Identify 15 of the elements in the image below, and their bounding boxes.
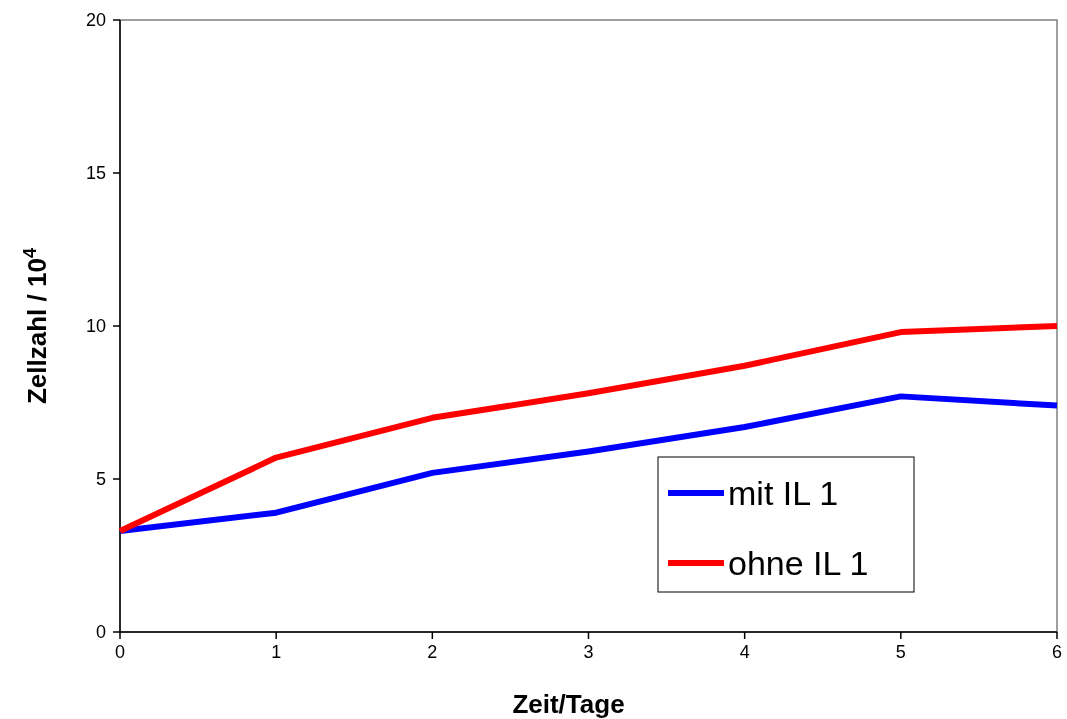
y-tick-label: 5 [95, 469, 106, 489]
y-tick-label: 20 [85, 10, 106, 30]
x-tick-label: 2 [427, 642, 438, 662]
x-tick-label: 0 [114, 642, 126, 662]
x-axis-title: Zeit/Tage [512, 689, 625, 719]
legend-label: ohne IL 1 [728, 544, 869, 582]
legend-label: mit IL 1 [728, 474, 839, 512]
y-tick-label: 15 [85, 163, 106, 183]
x-tick-label: 6 [1051, 642, 1063, 662]
x-tick-label: 3 [583, 642, 594, 662]
x-tick-label: 5 [895, 642, 906, 662]
y-tick-label: 10 [85, 316, 106, 336]
x-tick-label: 1 [271, 642, 282, 662]
y-tick-label: 0 [95, 622, 106, 642]
x-tick-label: 4 [739, 642, 750, 662]
